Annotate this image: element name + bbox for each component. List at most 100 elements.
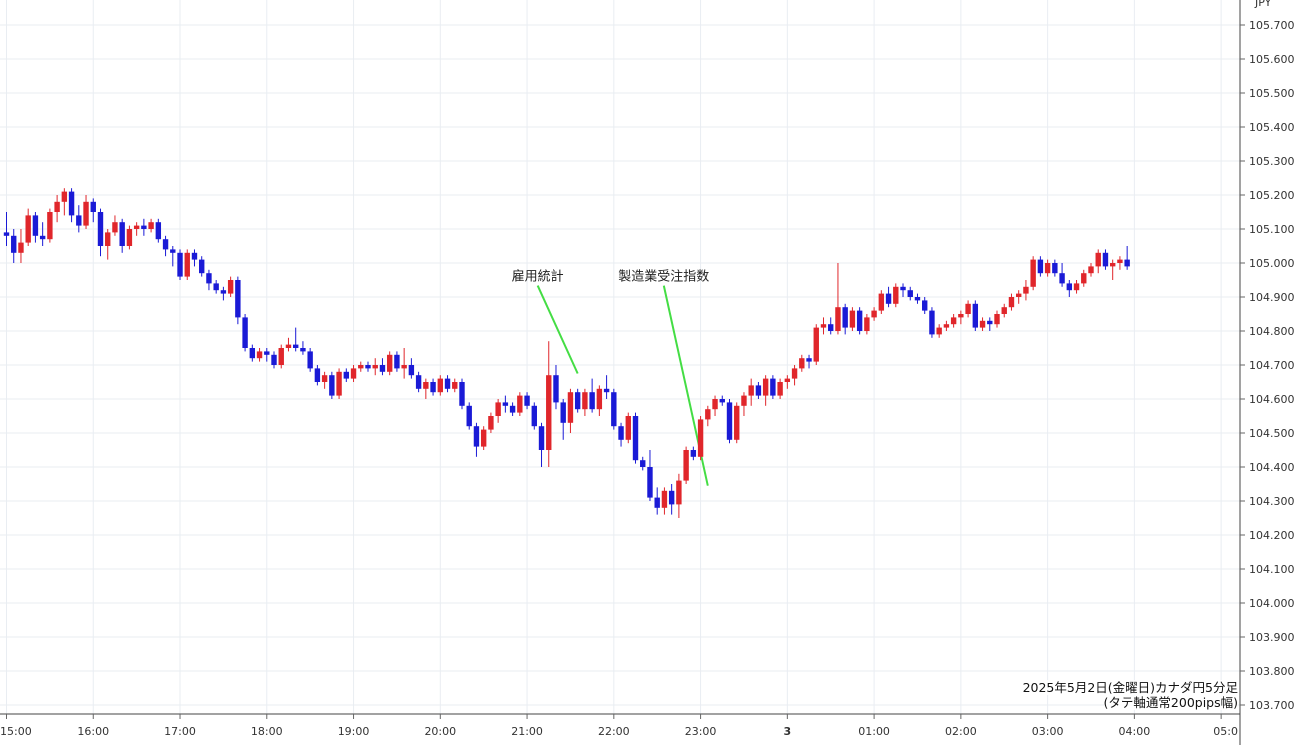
y-tick-label: 104.800 xyxy=(1249,325,1295,338)
candle-body xyxy=(734,405,740,440)
candle-body xyxy=(307,351,313,369)
annotation-label: 雇用統計 xyxy=(512,269,564,285)
x-tick-label: 18:00 xyxy=(251,725,283,738)
candle-body xyxy=(936,327,942,335)
candle-body xyxy=(25,215,31,243)
y-tick-label: 103.700 xyxy=(1249,699,1295,712)
candle-down xyxy=(314,365,321,386)
candle-up xyxy=(47,208,53,243)
candle-body xyxy=(683,450,689,481)
candle-body xyxy=(112,222,118,233)
candle-body xyxy=(813,327,819,362)
candle-up xyxy=(517,392,523,416)
candle-up xyxy=(1001,303,1007,318)
candle-body xyxy=(394,354,400,369)
candle-down xyxy=(97,208,104,257)
candle-body xyxy=(242,317,248,348)
candle-body xyxy=(177,252,183,277)
candle-down xyxy=(343,368,350,382)
candle-up xyxy=(112,215,118,236)
candle-body xyxy=(278,348,284,365)
candle-down xyxy=(32,212,39,243)
candle-down xyxy=(141,218,147,236)
candle-body xyxy=(1059,273,1065,284)
candle-up xyxy=(488,412,494,433)
candle-down xyxy=(329,371,335,399)
candle-down xyxy=(632,412,639,464)
candle-body xyxy=(958,314,964,318)
candle-down xyxy=(199,256,205,277)
candle-body xyxy=(842,307,848,328)
candle-body xyxy=(300,348,306,352)
candle-body xyxy=(47,212,53,240)
x-tick-label: 21:00 xyxy=(511,725,543,738)
candle-up xyxy=(943,320,950,331)
candle-up xyxy=(1044,259,1051,277)
candle-body xyxy=(589,392,595,410)
candle-down xyxy=(365,361,371,372)
candle-body xyxy=(365,365,371,369)
candle-body xyxy=(235,280,241,318)
y-tick-label: 104.500 xyxy=(1249,427,1295,440)
candle-down xyxy=(618,422,624,447)
candle-down xyxy=(162,235,169,257)
candle-down xyxy=(654,487,660,515)
candle-up xyxy=(256,348,263,362)
x-tick-label: 03:00 xyxy=(1032,725,1064,738)
candle-body xyxy=(871,310,877,318)
annotation-pointer-line xyxy=(536,285,579,374)
candle-up xyxy=(784,375,791,389)
candle-down xyxy=(444,375,451,393)
candle-body xyxy=(473,426,480,447)
candle-down xyxy=(473,422,480,457)
candle-down xyxy=(466,402,472,430)
candle-body xyxy=(105,232,111,246)
candle-body xyxy=(690,450,697,457)
candle-down xyxy=(726,399,733,444)
candle-body xyxy=(582,392,588,410)
candle-down xyxy=(249,344,256,362)
candle-down xyxy=(574,388,581,413)
candle-body xyxy=(654,497,660,508)
candle-body xyxy=(900,286,906,291)
candle-body xyxy=(466,405,472,427)
candle-body xyxy=(878,293,885,311)
event-annotation: 雇用統計 xyxy=(512,269,579,374)
x-tick-label: 01:00 xyxy=(858,725,890,738)
candle-body xyxy=(18,242,24,253)
candle-body xyxy=(994,314,1000,325)
candle-up xyxy=(741,392,747,416)
candle-body xyxy=(893,286,899,304)
candle-up xyxy=(126,225,133,250)
candle-down xyxy=(828,317,834,335)
candle-down xyxy=(907,286,913,301)
candle-down xyxy=(39,222,46,246)
candle-body xyxy=(141,225,147,229)
x-tick-label: 02:00 xyxy=(945,725,977,738)
candle-up xyxy=(950,314,957,328)
y-tick-label: 104.300 xyxy=(1249,495,1295,508)
candle-down xyxy=(155,218,162,243)
candle-up xyxy=(864,314,870,335)
candle-body xyxy=(907,290,913,297)
candle-body xyxy=(119,222,125,246)
candle-body xyxy=(1016,293,1022,297)
y-tick-label: 104.700 xyxy=(1249,359,1295,372)
candle-up xyxy=(1030,256,1036,291)
candle-up xyxy=(582,388,588,416)
candle-up xyxy=(401,348,407,379)
candle-down xyxy=(538,422,545,467)
candle-up xyxy=(893,283,899,308)
candle-body xyxy=(1023,286,1029,294)
currency-label: JPY xyxy=(1254,0,1272,9)
candle-body xyxy=(741,395,747,406)
candle-up xyxy=(777,378,783,399)
candle-down xyxy=(76,205,82,233)
candle-up xyxy=(762,375,769,406)
candle-body xyxy=(227,280,234,294)
candle-down xyxy=(206,269,212,291)
candle-body xyxy=(162,239,169,250)
candle-up xyxy=(25,208,31,246)
